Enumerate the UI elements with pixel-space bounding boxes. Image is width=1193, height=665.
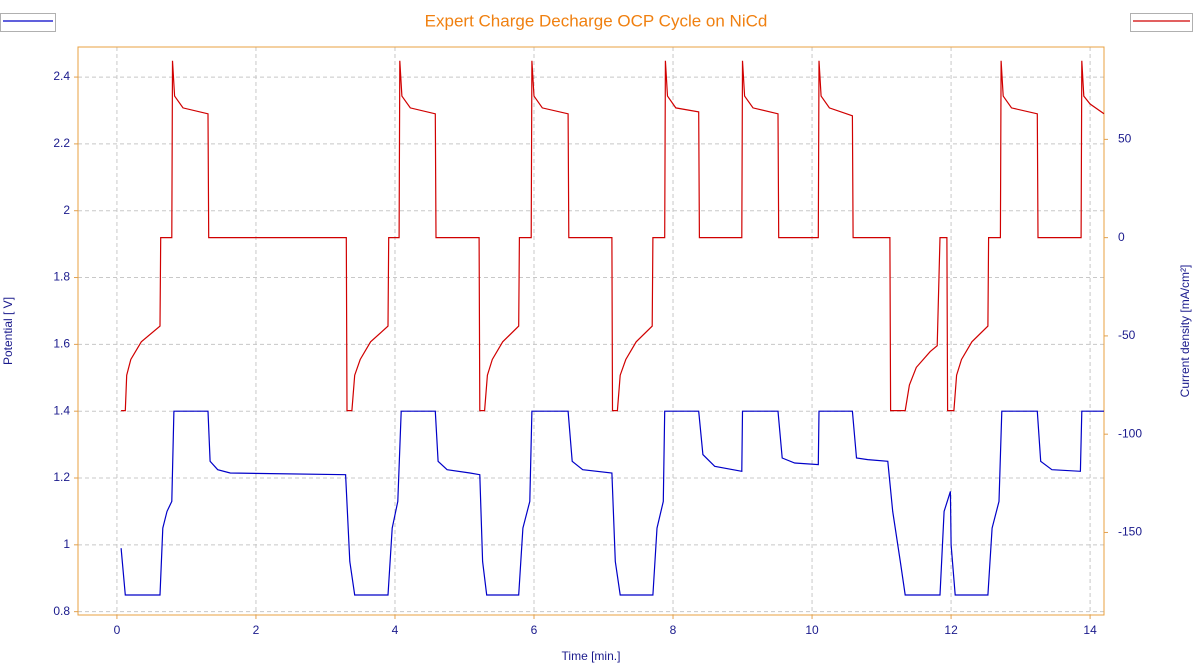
y-axis-label: Potential [ V]	[1, 297, 15, 365]
x-tick-label: 2	[253, 623, 260, 637]
y-tick-label: 0.8	[53, 604, 70, 618]
y-tick-label: 1.4	[53, 403, 70, 417]
data-line	[121, 60, 1105, 412]
y2-axis-label: Current density [mA/cm²]	[1178, 265, 1192, 398]
x-tick-label: 14	[1083, 623, 1097, 637]
y2-tick-label: -50	[1118, 328, 1136, 342]
y-tick-label: 1.2	[53, 470, 70, 484]
y-tick-label: 2.4	[53, 69, 70, 83]
y2-tick-label: -150	[1118, 525, 1142, 539]
x-tick-label: 6	[531, 623, 538, 637]
chart-title: Expert Charge Decharge OCP Cycle on NiCd	[425, 11, 768, 30]
y-tick-label: 2	[63, 203, 70, 217]
y2-tick-label: -100	[1118, 426, 1142, 440]
x-tick-label: 12	[944, 623, 958, 637]
legend-box	[0, 13, 56, 32]
x-tick-label: 4	[392, 623, 399, 637]
x-axis-label: Time [min.]	[562, 649, 621, 663]
data-line	[120, 410, 1104, 596]
y-tick-label: 1.6	[53, 337, 70, 351]
y-tick-label: 1	[63, 537, 70, 551]
legend-box	[1130, 13, 1193, 32]
y-tick-label: 1.8	[53, 270, 70, 284]
x-tick-label: 0	[114, 623, 121, 637]
y2-tick-label: 0	[1118, 230, 1125, 244]
x-tick-label: 10	[805, 623, 819, 637]
y-tick-label: 2.2	[53, 136, 70, 150]
y2-tick-label: 50	[1118, 132, 1132, 146]
plot-frame	[77, 46, 1105, 616]
x-tick-label: 8	[670, 623, 677, 637]
